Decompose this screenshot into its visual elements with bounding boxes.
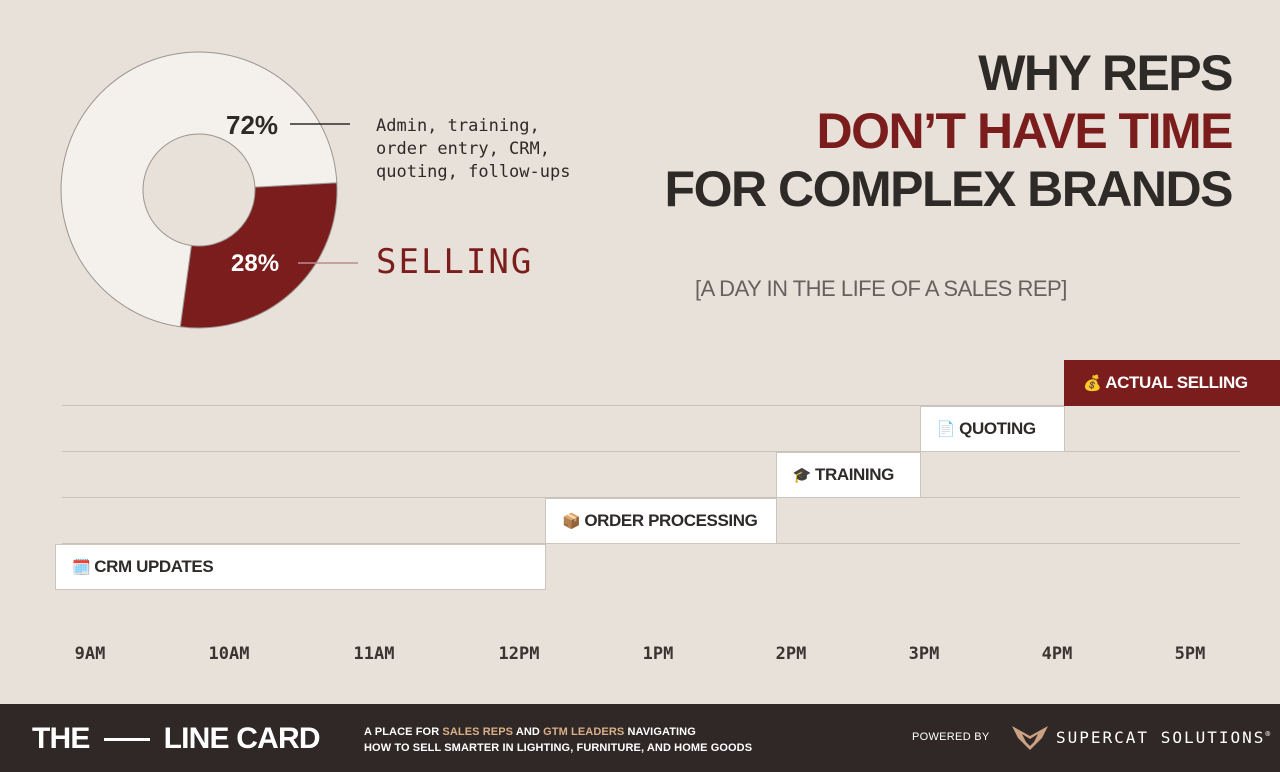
- tagline-highlight-gtm-leaders: GTM LEADERS: [543, 726, 625, 738]
- brand-logo: THE LINE CARD: [32, 722, 321, 756]
- graduation-cap-icon: 🎓: [792, 467, 812, 484]
- tagline-line-2: HOW TO SELL SMARTER IN LIGHTING, FURNITU…: [364, 742, 753, 754]
- calendar-icon: 🗓️: [72, 559, 91, 576]
- title-line-1: WHY REPS: [978, 45, 1233, 101]
- x-tick-label: 9AM: [74, 644, 106, 664]
- company-name: SUPERCAT SOLUTIONS: [1056, 728, 1266, 747]
- grid-line: [62, 451, 1240, 452]
- x-tick-label: 12PM: [498, 644, 540, 664]
- supercat-brand-name: SUPERCAT SOLUTIONS®: [1056, 728, 1272, 747]
- tagline-text: NAVIGATING: [624, 726, 696, 738]
- brand-dash: [103, 737, 150, 741]
- package-icon: 📦: [562, 513, 581, 530]
- x-tick-label: 11AM: [353, 644, 395, 664]
- task-bar-actual-selling: 💰 ACTUAL SELLING: [1064, 360, 1280, 406]
- task-bar-crm-updates: 🗓️ CRM UPDATES: [55, 544, 547, 590]
- x-tick-label: 1PM: [642, 644, 674, 664]
- task-bar-order-processing: 📦 ORDER PROCESSING: [545, 498, 777, 544]
- slice-description-selling: SELLING: [376, 242, 534, 282]
- footer: THE LINE CARD A PLACE FOR SALES REPS AND…: [0, 704, 1280, 772]
- subtitle: [A DAY IN THE LIFE OF A SALES REP]: [695, 276, 1067, 301]
- tagline-text: AND: [513, 726, 544, 738]
- slice-label-72: 72%: [226, 110, 279, 140]
- task-label: TRAINING: [814, 465, 894, 484]
- brand-text-left: THE: [32, 722, 90, 755]
- slice-description-admin: Admin, training, order entry, CRM, quoti…: [376, 116, 571, 182]
- slice-label-28: 28%: [231, 250, 280, 277]
- day-timeline-chart: 🗓️ CRM UPDATES 📦 ORDER PROCESSING 🎓 TRAINING 📄…: [55, 360, 1280, 664]
- powered-by-label: POWERED BY: [912, 731, 990, 743]
- tagline-text: A PLACE FOR: [364, 726, 443, 738]
- donut-slice-selling: [179, 182, 338, 329]
- task-bar-quoting: 📄 QUOTING: [919, 406, 1065, 452]
- supercat-logo-icon: [1012, 726, 1048, 750]
- task-label: QUOTING: [959, 419, 1036, 438]
- page-title: WHY REPS DON’T HAVE TIME FOR COMPLEX BRA…: [664, 44, 1234, 218]
- task-label: CRM UPDATES: [94, 557, 214, 576]
- grid-line: [62, 497, 1240, 498]
- tagline-line-1: A PLACE FOR SALES REPS AND GTM LEADERS N…: [364, 724, 752, 740]
- trademark-symbol: ®: [1265, 729, 1273, 739]
- money-bag-icon: 💰: [1083, 375, 1102, 392]
- x-tick-label: 4PM: [1041, 644, 1073, 664]
- x-tick-label: 5PM: [1174, 644, 1206, 664]
- x-tick-label: 3PM: [908, 644, 940, 664]
- donut-slice-admin: [60, 51, 338, 328]
- x-tick-label: 10AM: [208, 644, 250, 664]
- brand-text-right: LINE CARD: [163, 722, 321, 755]
- document-icon: 📄: [936, 421, 956, 438]
- tagline-highlight-sales-reps: SALES REPS: [442, 726, 514, 738]
- task-label: ORDER PROCESSING: [584, 511, 758, 530]
- tagline: A PLACE FOR SALES REPS AND GTM LEADERS N…: [364, 724, 752, 756]
- grid-line: [62, 405, 1240, 406]
- task-label: ACTUAL SELLING: [1105, 373, 1248, 392]
- x-tick-label: 2PM: [775, 644, 807, 664]
- donut-chart: [60, 51, 358, 329]
- title-line-2: DON’T HAVE TIME: [816, 103, 1234, 159]
- title-line-3: FOR COMPLEX BRANDS: [664, 161, 1234, 217]
- task-bar-training: 🎓 TRAINING: [775, 452, 921, 498]
